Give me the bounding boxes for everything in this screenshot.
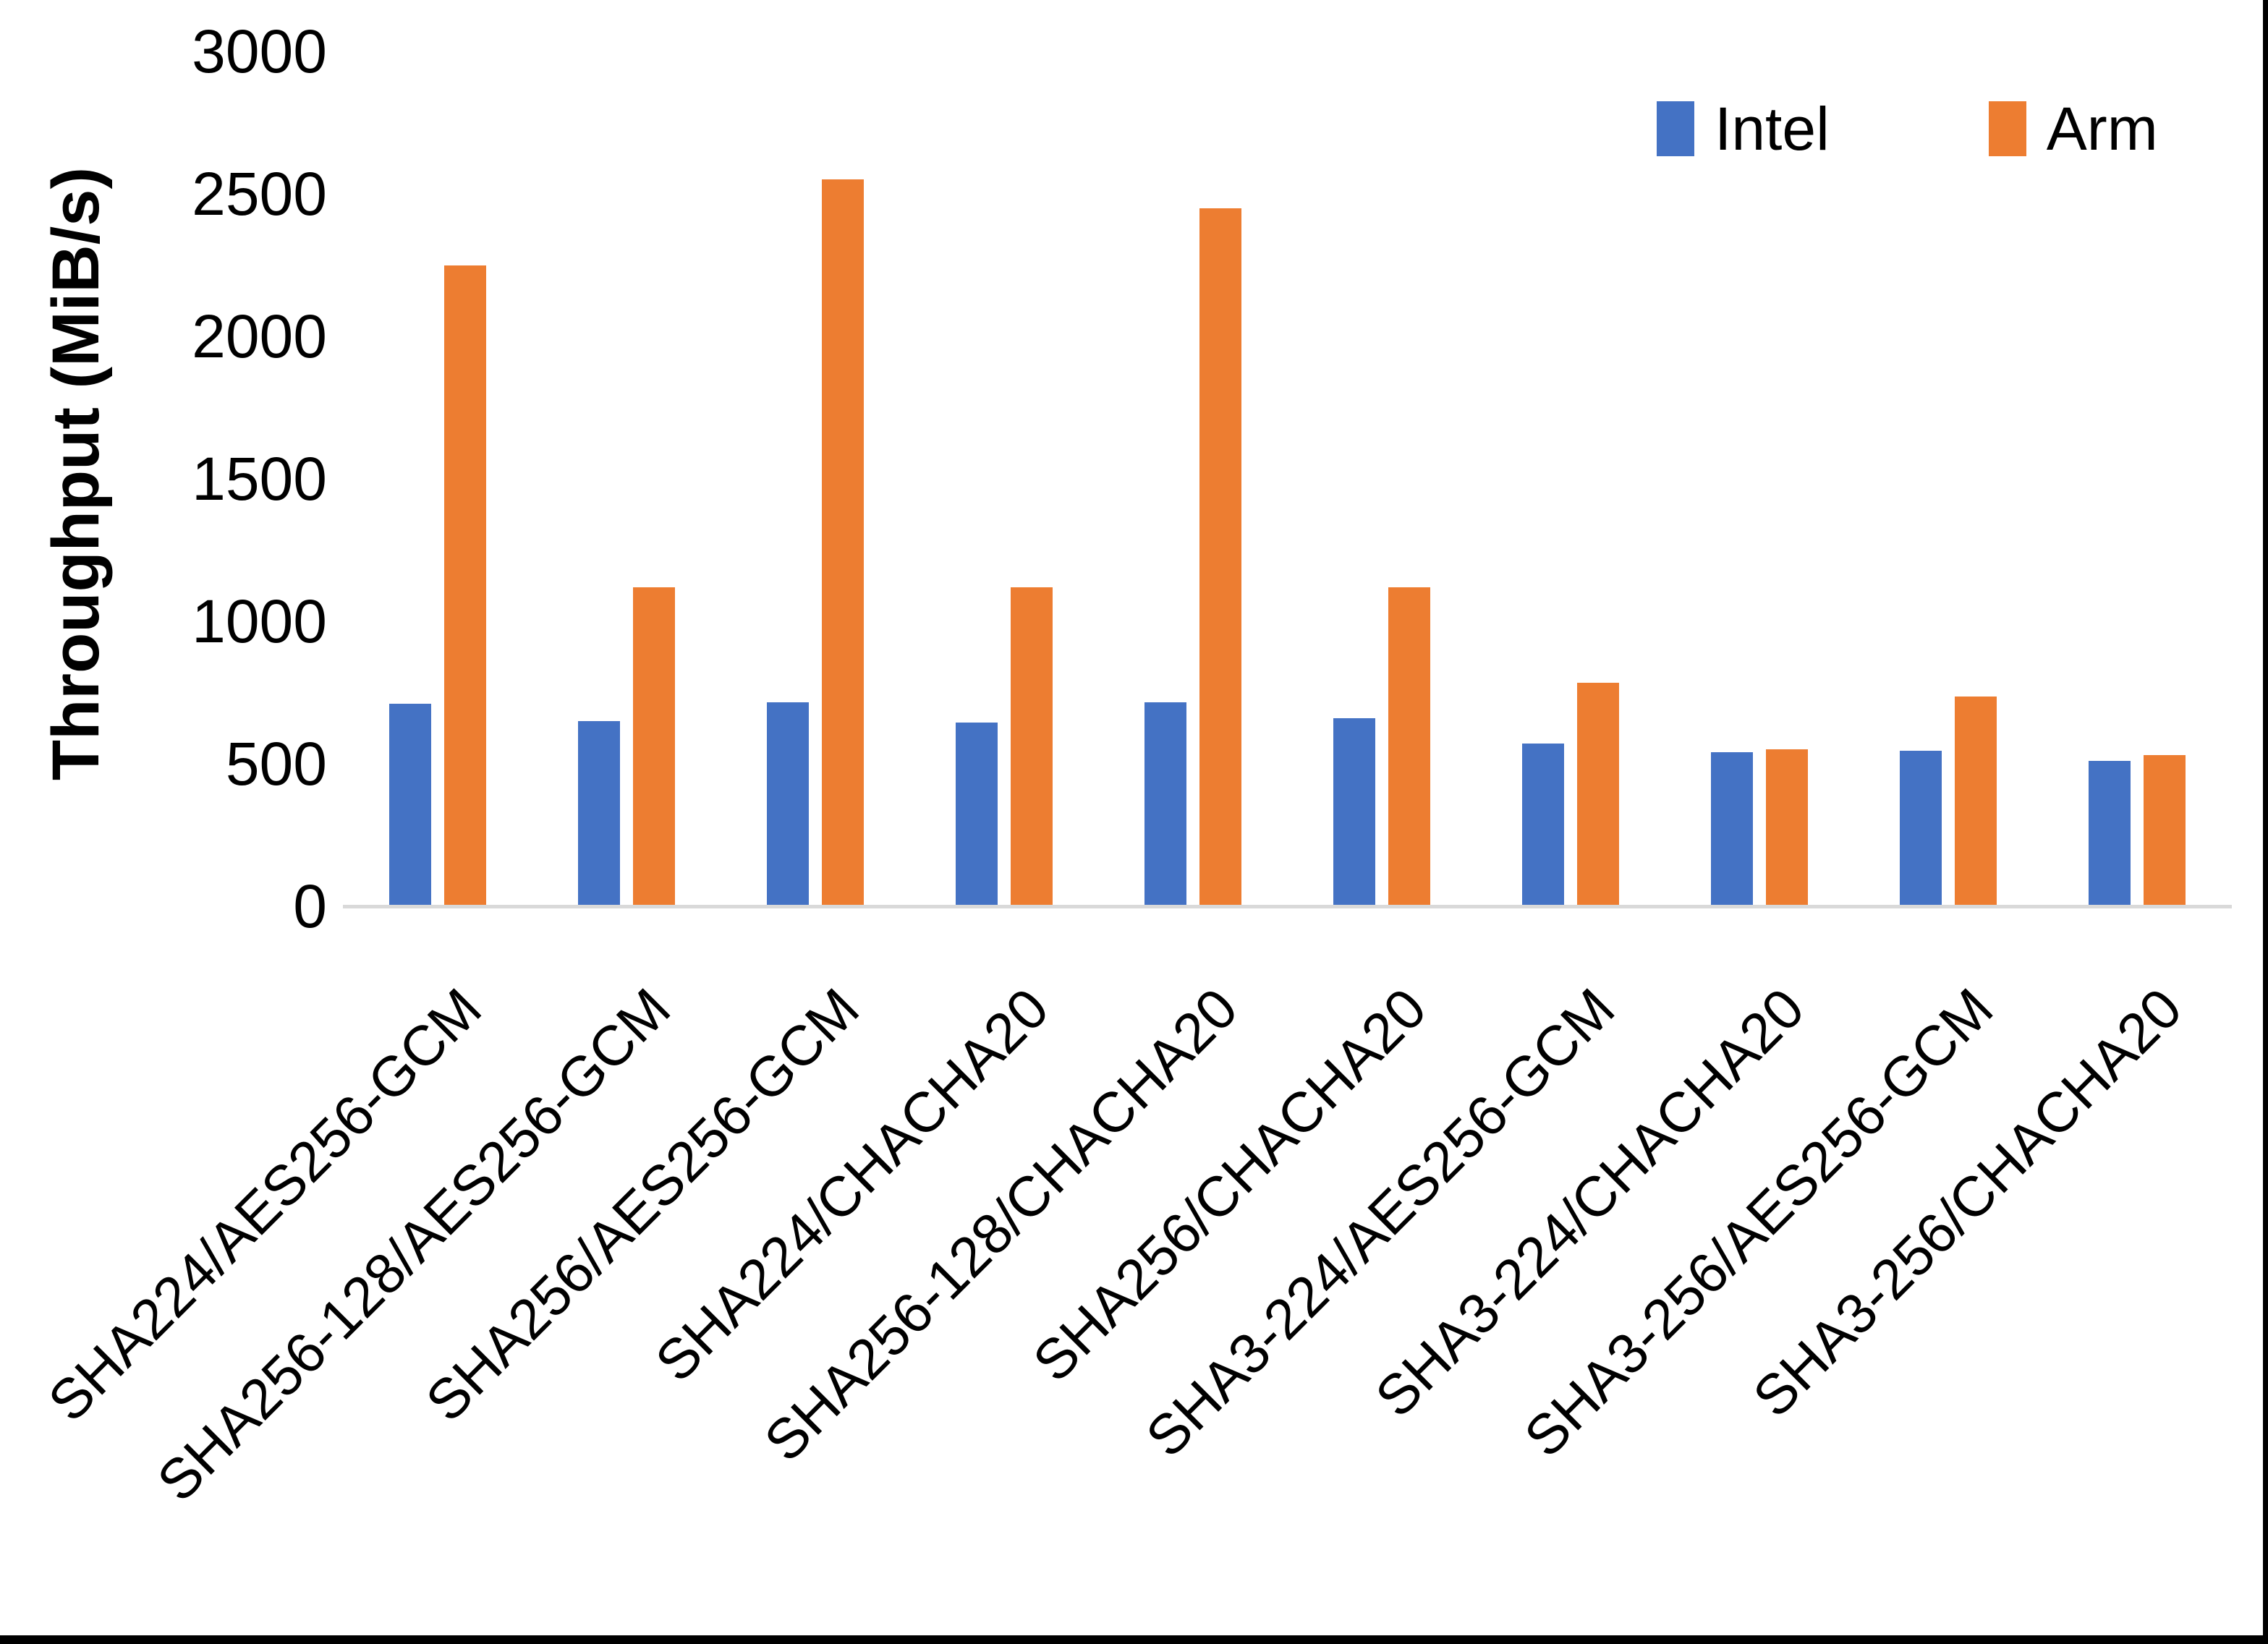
bar-arm [1955,697,1997,906]
bar-intel [1522,744,1565,906]
bar-intel [955,722,998,906]
x-axis-line [343,905,2232,908]
y-tick-label: 1500 [192,445,327,513]
frame-border-bottom [0,1635,2268,1644]
legend-label-arm: Arm [2046,95,2158,163]
frame-border-right [2263,0,2268,1644]
bar-arm [1766,749,1809,906]
bar-arm [821,179,864,906]
bar-arm [1010,587,1053,906]
bar-intel [766,702,809,906]
bar-intel [1333,717,1376,906]
y-tick-label: 2000 [192,302,327,370]
y-tick-label: 2500 [192,160,327,228]
legend-item-intel: Intel [1657,93,1830,165]
bar-intel [577,720,620,906]
bar-intel [388,704,431,906]
bar-arm [443,265,486,906]
arm-color-swatch-icon [1988,101,2026,156]
y-tick-label: 3000 [192,17,327,85]
y-tick-label: 500 [225,730,327,798]
intel-color-swatch-icon [1657,101,1694,156]
legend-item-arm: Arm [1988,93,2158,165]
bar-arm [632,587,675,906]
bar-arm [1577,682,1620,906]
y-tick-label: 1000 [192,587,327,655]
bar-intel [2089,761,2131,906]
bar-arm [1388,587,1431,906]
legend: Intel Arm [1657,93,2158,165]
legend-label-intel: Intel [1715,95,1830,163]
bar-intel [1144,702,1186,906]
bar-intel [1711,752,1754,906]
bar-arm [2144,755,2186,906]
bar-intel [1900,751,1942,906]
bar-arm [1199,208,1241,906]
y-tick-label: 0 [293,872,327,940]
